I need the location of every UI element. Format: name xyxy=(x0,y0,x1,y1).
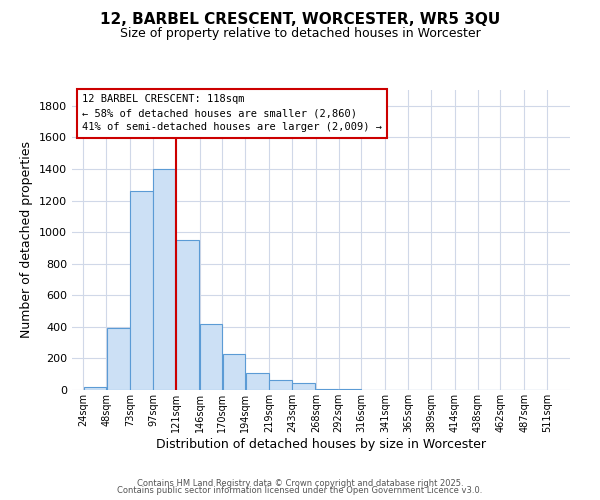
Bar xyxy=(223,354,245,390)
Y-axis label: Number of detached properties: Number of detached properties xyxy=(20,142,34,338)
Bar xyxy=(339,389,361,390)
Bar xyxy=(269,380,292,390)
Bar xyxy=(200,324,222,390)
Bar xyxy=(130,191,152,390)
Bar xyxy=(154,169,175,390)
Bar xyxy=(245,372,269,390)
Text: 12 BARBEL CRESCENT: 118sqm
← 58% of detached houses are smaller (2,860)
41% of s: 12 BARBEL CRESCENT: 118sqm ← 58% of deta… xyxy=(82,94,382,132)
Text: 12, BARBEL CRESCENT, WORCESTER, WR5 3QU: 12, BARBEL CRESCENT, WORCESTER, WR5 3QU xyxy=(100,12,500,28)
Bar xyxy=(107,328,130,390)
Text: Size of property relative to detached houses in Worcester: Size of property relative to detached ho… xyxy=(119,28,481,40)
X-axis label: Distribution of detached houses by size in Worcester: Distribution of detached houses by size … xyxy=(156,438,486,450)
Bar xyxy=(84,387,106,390)
Text: Contains public sector information licensed under the Open Government Licence v3: Contains public sector information licen… xyxy=(118,486,482,495)
Bar xyxy=(316,389,338,390)
Text: Contains HM Land Registry data © Crown copyright and database right 2025.: Contains HM Land Registry data © Crown c… xyxy=(137,478,463,488)
Bar xyxy=(292,383,316,390)
Bar xyxy=(176,240,199,390)
